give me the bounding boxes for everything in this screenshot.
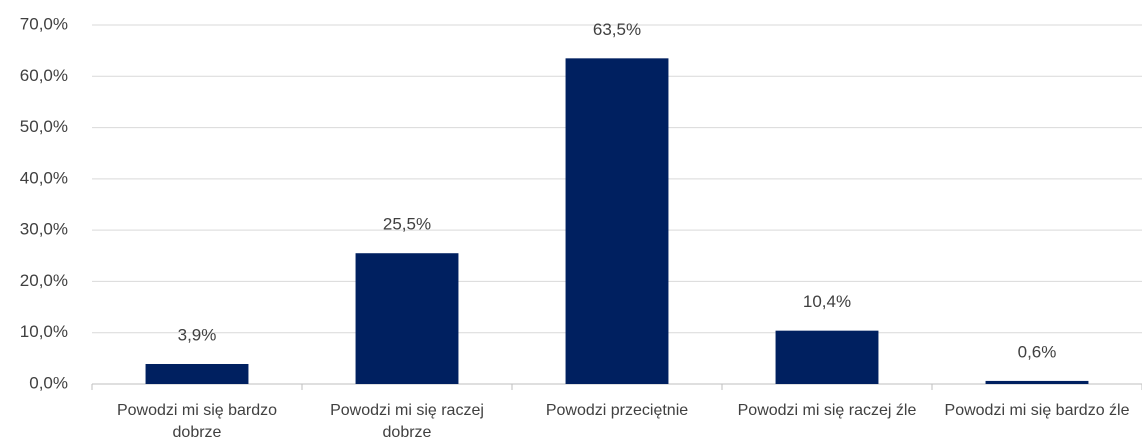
y-tick-label: 40,0%	[20, 168, 68, 187]
y-tick-label: 70,0%	[20, 14, 68, 33]
y-tick-label: 50,0%	[20, 117, 68, 136]
x-tick-label: Powodzi mi się bardzo dobrze	[116, 402, 278, 441]
y-tick-label: 10,0%	[20, 322, 68, 341]
x-tick-label: Powodzi mi się raczej źle	[737, 402, 917, 419]
data-label: 63,5%	[593, 20, 641, 39]
data-label: 0,6%	[1018, 342, 1057, 361]
bar	[775, 330, 879, 384]
bar	[145, 363, 249, 384]
data-label: 10,4%	[803, 292, 851, 311]
y-tick-label: 60,0%	[20, 66, 68, 85]
y-tick-label: 20,0%	[20, 271, 68, 290]
bar	[355, 253, 459, 384]
x-tick-label: Powodzi mi się bardzo źle	[944, 402, 1130, 419]
y-tick-label: 30,0%	[20, 220, 68, 239]
x-tick-label: Powodzi mi się raczej dobrze	[330, 402, 484, 441]
bar	[565, 58, 669, 384]
x-tick-label: Powodzi przeciętnie	[545, 402, 689, 419]
bar	[985, 380, 1089, 384]
data-label: 3,9%	[178, 325, 217, 344]
data-label: 25,5%	[383, 215, 431, 234]
y-tick-label: 0,0%	[29, 373, 68, 392]
